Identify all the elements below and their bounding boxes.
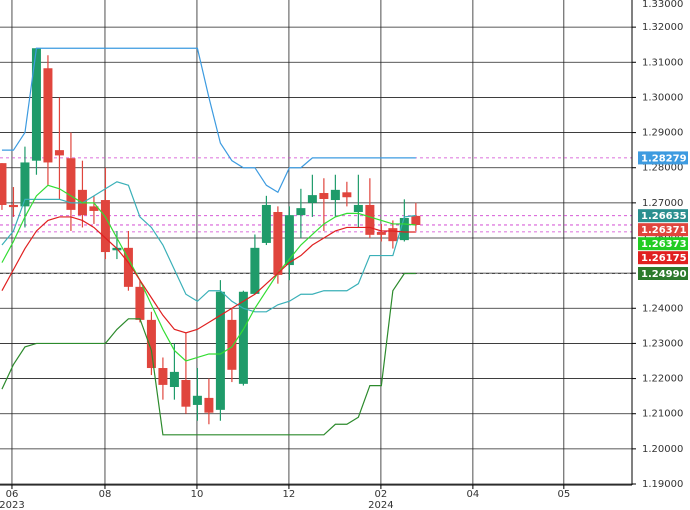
y-tick-label: 1.27000	[642, 198, 683, 209]
candle-body	[353, 204, 363, 212]
price-label: 1.26371	[641, 225, 687, 236]
indicator-line	[1, 272, 416, 436]
y-tick-label: 1.33000	[642, 0, 683, 10]
x-tick-label: 08	[99, 489, 112, 500]
candle-body	[365, 204, 375, 235]
candle-body	[192, 395, 202, 405]
candle-body	[123, 247, 133, 287]
plot-area	[0, 47, 632, 436]
y-tick-label: 1.28000	[642, 163, 683, 174]
y-tick-label: 1.21000	[642, 409, 683, 420]
candle-body	[411, 215, 421, 225]
y-tick-label: 1.20000	[642, 444, 683, 455]
candle-body	[342, 192, 352, 198]
price-label: 1.26635	[641, 211, 687, 222]
candle-body	[399, 217, 409, 241]
candle-body	[273, 211, 283, 275]
price-label-box	[638, 266, 688, 280]
y-tick-label: 1.32000	[642, 22, 683, 33]
candle-body	[307, 195, 317, 203]
candle-body	[169, 371, 179, 388]
x-tick-label: 12	[283, 489, 296, 500]
y-tick-label: 1.19000	[642, 479, 683, 490]
candle-body	[261, 204, 271, 243]
y-tick-label: 1.24000	[642, 303, 683, 314]
indicator-line	[1, 181, 416, 313]
price-label: 1.24990	[641, 269, 687, 280]
y-tick-label: 1.23000	[642, 338, 683, 349]
y-tick-label: 1.29000	[642, 128, 683, 139]
candle-body	[43, 68, 53, 163]
candle-body	[204, 397, 214, 413]
x-tick-label: 04	[467, 489, 480, 500]
y-tick-label: 1.22000	[642, 374, 683, 385]
price-label: 1.28279	[641, 153, 687, 164]
candle-body	[158, 368, 168, 385]
price-label-box	[638, 223, 688, 237]
candle-body	[31, 48, 41, 161]
price-label-box	[638, 237, 688, 251]
candle-body	[20, 162, 30, 207]
candle-body	[146, 319, 156, 369]
candle-body	[284, 215, 294, 266]
price-label: 1.26175	[641, 253, 687, 264]
x-tick-label: 06	[6, 489, 19, 500]
candle-body	[227, 319, 237, 370]
price-label-box	[638, 209, 688, 223]
price-label: 1.26373	[641, 239, 687, 250]
year-label: 2024	[368, 500, 393, 510]
price-label-box	[638, 251, 688, 265]
candle-body	[100, 200, 110, 253]
y-tick-label: 1.30000	[642, 92, 683, 103]
x-tick-label: 05	[557, 489, 570, 500]
candle-body	[8, 204, 18, 208]
year-label: 2023	[0, 500, 25, 510]
candle-body	[215, 291, 225, 410]
candle-body	[0, 163, 7, 205]
x-tick-label: 10	[191, 489, 204, 500]
candle-body	[250, 247, 260, 294]
candle-body	[238, 291, 248, 384]
indicator-line	[1, 184, 416, 362]
indicator-line	[1, 47, 416, 194]
candle-body	[330, 189, 340, 201]
y-tick-label: 1.31000	[642, 57, 683, 68]
candle-body	[376, 232, 386, 235]
candle-body	[89, 206, 99, 211]
candle-body	[181, 379, 191, 407]
candle-body	[296, 208, 306, 216]
x-tick-label: 02	[375, 489, 388, 500]
candle-body	[388, 228, 398, 242]
price-label-box	[638, 151, 688, 165]
indicator-line	[1, 216, 416, 334]
candle-body	[135, 286, 145, 320]
candle-body	[66, 158, 76, 210]
candle-body	[319, 193, 329, 199]
candle-body	[54, 150, 64, 156]
